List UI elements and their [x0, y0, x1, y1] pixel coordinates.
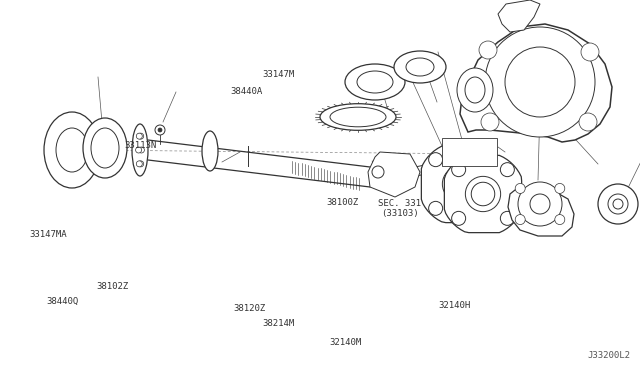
Ellipse shape: [91, 128, 119, 168]
Ellipse shape: [448, 172, 472, 196]
Ellipse shape: [330, 107, 386, 127]
Circle shape: [515, 183, 525, 193]
Circle shape: [555, 183, 564, 193]
Circle shape: [555, 215, 564, 225]
Text: 38120Z: 38120Z: [234, 304, 266, 313]
Ellipse shape: [465, 176, 500, 212]
Ellipse shape: [132, 124, 148, 176]
Ellipse shape: [465, 77, 485, 103]
Polygon shape: [498, 0, 540, 32]
Text: 32140M: 32140M: [330, 338, 362, 347]
Circle shape: [481, 113, 499, 131]
Ellipse shape: [442, 166, 477, 202]
Text: 38440A: 38440A: [230, 87, 262, 96]
Bar: [442, 138, 497, 166]
Ellipse shape: [505, 47, 575, 117]
Circle shape: [452, 163, 466, 177]
Polygon shape: [421, 145, 499, 222]
Ellipse shape: [608, 194, 628, 214]
Polygon shape: [444, 155, 522, 232]
Ellipse shape: [598, 184, 638, 224]
Polygon shape: [460, 24, 612, 142]
Circle shape: [138, 147, 145, 153]
Ellipse shape: [357, 71, 393, 93]
Text: 38100Z: 38100Z: [326, 198, 358, 207]
Circle shape: [500, 163, 515, 177]
Ellipse shape: [471, 182, 495, 206]
Circle shape: [477, 201, 492, 215]
Ellipse shape: [394, 51, 446, 83]
Ellipse shape: [320, 104, 396, 130]
Ellipse shape: [83, 118, 127, 178]
Circle shape: [477, 153, 492, 167]
Circle shape: [155, 125, 165, 135]
Circle shape: [500, 211, 515, 225]
Circle shape: [429, 153, 443, 167]
Circle shape: [429, 201, 443, 215]
Ellipse shape: [56, 128, 88, 172]
Text: 38214M: 38214M: [262, 319, 294, 328]
Text: 38440Q: 38440Q: [47, 297, 79, 306]
Ellipse shape: [530, 194, 550, 214]
Text: 33147MA: 33147MA: [29, 230, 67, 239]
Circle shape: [138, 161, 144, 167]
Ellipse shape: [44, 112, 100, 188]
Ellipse shape: [202, 131, 218, 171]
Ellipse shape: [406, 58, 434, 76]
Circle shape: [452, 211, 466, 225]
Text: 33113N: 33113N: [125, 141, 157, 150]
Text: J33200L2: J33200L2: [587, 351, 630, 360]
Text: 33147M: 33147M: [262, 70, 294, 79]
Circle shape: [136, 147, 141, 153]
Text: 32140H: 32140H: [438, 301, 470, 310]
Text: SEC. 331
(33103): SEC. 331 (33103): [378, 199, 422, 218]
Ellipse shape: [518, 182, 562, 226]
Ellipse shape: [345, 64, 405, 100]
Circle shape: [138, 133, 144, 139]
Polygon shape: [508, 188, 574, 236]
Circle shape: [581, 43, 599, 61]
Circle shape: [158, 128, 162, 132]
Circle shape: [136, 161, 142, 167]
Ellipse shape: [457, 68, 493, 112]
Text: 38102Z: 38102Z: [96, 282, 128, 291]
Polygon shape: [368, 152, 420, 197]
Ellipse shape: [485, 27, 595, 137]
Circle shape: [372, 166, 384, 178]
Circle shape: [579, 113, 597, 131]
Circle shape: [479, 41, 497, 59]
Circle shape: [515, 215, 525, 225]
Ellipse shape: [613, 199, 623, 209]
Circle shape: [136, 133, 142, 139]
